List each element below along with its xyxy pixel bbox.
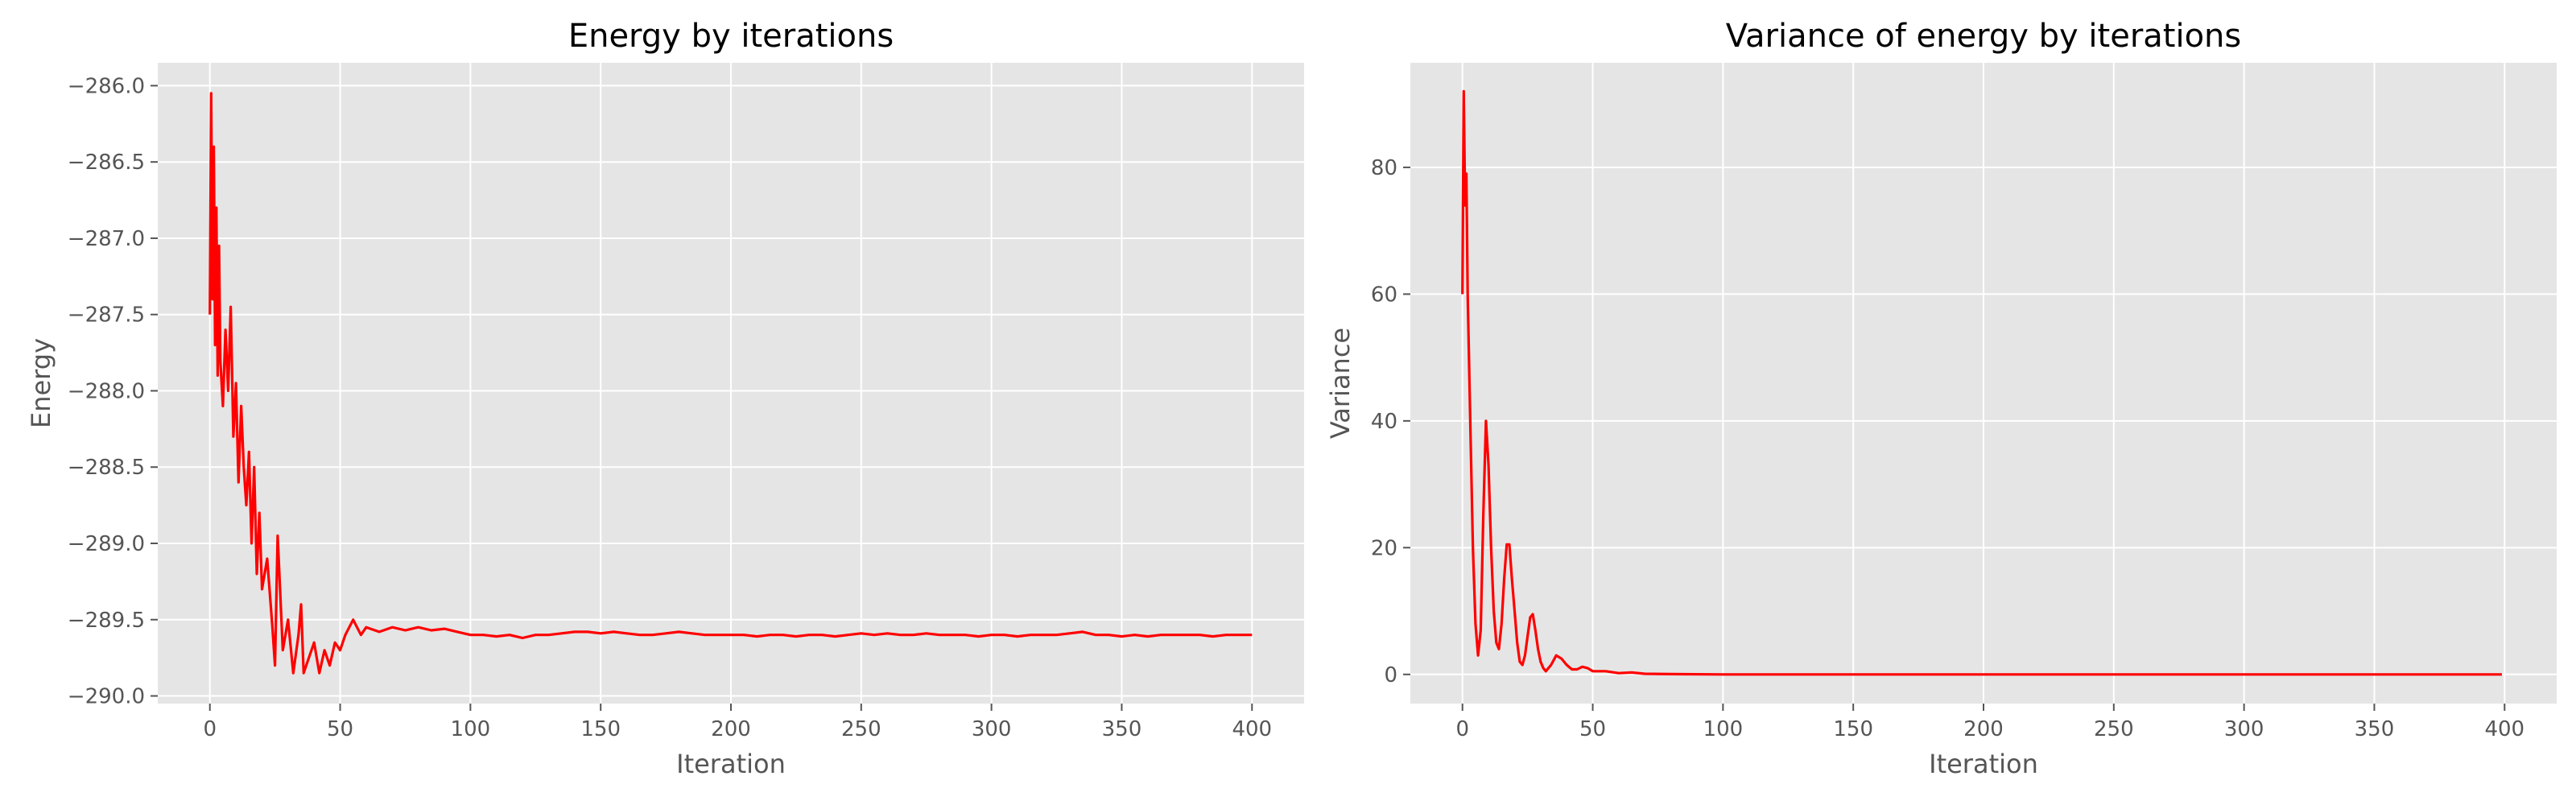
- variance-y-tick-label: 60: [1371, 283, 1397, 307]
- variance-x-axis-label: Iteration: [1929, 749, 2038, 779]
- variance-x-tick-label: 250: [2094, 717, 2134, 741]
- energy-series: [208, 92, 1253, 675]
- variance-y-tick-label: 20: [1371, 536, 1397, 560]
- energy-x-tick-label: 300: [972, 717, 1012, 741]
- energy-chart: 0 50 100 150 200 250 300 350 400 −290.0 −289.5 −289…: [26, 18, 1304, 779]
- energy-y-tick-label: −287.5: [68, 303, 145, 328]
- variance-grid: [1410, 63, 2557, 704]
- energy-x-tick-label: 100: [451, 717, 491, 741]
- energy-ticks: 0 50 100 150 200 250 300 350 400 −290.0 −289.5 −289…: [68, 74, 1272, 741]
- energy-y-tick-label: −290.0: [68, 685, 145, 709]
- variance-x-tick-label: 350: [2355, 717, 2395, 741]
- energy-y-tick-label: −286.0: [68, 74, 145, 98]
- energy-y-tick-label: −287.0: [68, 227, 145, 251]
- energy-x-tick-label: 350: [1102, 717, 1142, 741]
- energy-x-tick-label: 150: [580, 717, 621, 741]
- variance-ticks: 0 50 100 150 200 250 300 350 400 0 20 40 60 80: [1371, 156, 2524, 741]
- variance-y-axis-label: Variance: [1325, 328, 1356, 439]
- variance-x-tick-label: 50: [1579, 717, 1606, 741]
- variance-x-tick-label: 100: [1703, 717, 1744, 741]
- variance-x-tick-label: 150: [1833, 717, 1873, 741]
- variance-series: [1461, 89, 2502, 676]
- energy-x-tick-label: 50: [327, 717, 353, 741]
- variance-chart: 0 50 100 150 200 250 300 350 400 0 20 40 60 80 Varian…: [1325, 18, 2557, 779]
- energy-y-tick-label: −288.5: [68, 456, 145, 480]
- energy-y-tick-label: −286.5: [68, 151, 145, 175]
- energy-y-axis-label: Energy: [26, 338, 56, 428]
- energy-y-tick-label: −289.5: [68, 609, 145, 633]
- variance-y-tick-label: 80: [1371, 156, 1397, 180]
- energy-x-tick-label: 0: [203, 717, 217, 741]
- variance-y-tick-label: 0: [1384, 663, 1397, 687]
- energy-series-line: [208, 92, 1253, 675]
- variance-x-tick-label: 300: [2224, 717, 2264, 741]
- energy-y-tick-label: −289.0: [68, 532, 145, 556]
- energy-x-tick-label: 250: [841, 717, 881, 741]
- variance-y-tick-label: 40: [1371, 410, 1397, 434]
- energy-x-axis-label: Iteration: [676, 749, 786, 779]
- variance-x-tick-label: 400: [2484, 717, 2524, 741]
- variance-chart-title: Variance of energy by iterations: [1726, 18, 2241, 55]
- energy-x-tick-label: 400: [1232, 717, 1272, 741]
- variance-series-line: [1461, 89, 2502, 676]
- energy-x-tick-label: 200: [711, 717, 751, 741]
- energy-grid: [158, 63, 1304, 704]
- energy-y-tick-label: −288.0: [68, 379, 145, 403]
- variance-x-tick-label: 200: [1963, 717, 2004, 741]
- variance-x-tick-label: 0: [1455, 717, 1469, 741]
- energy-chart-title: Energy by iterations: [568, 18, 894, 55]
